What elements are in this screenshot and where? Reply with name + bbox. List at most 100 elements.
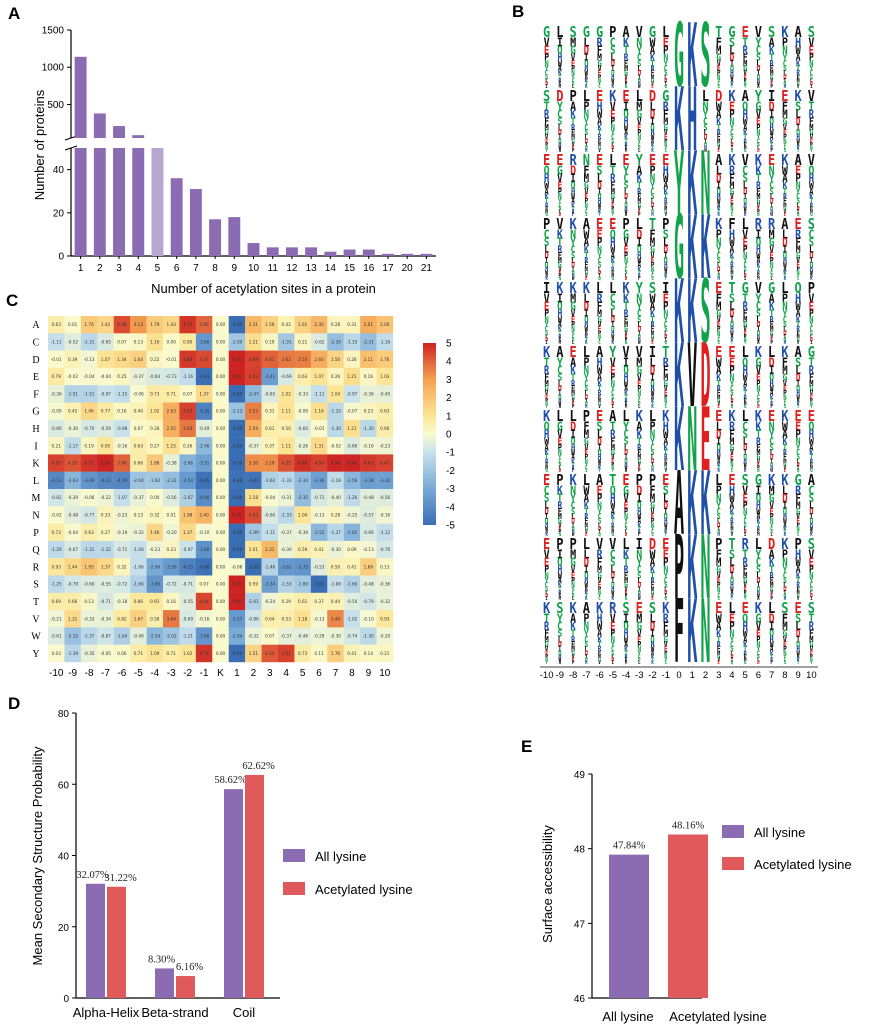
logo-letter: P (770, 255, 774, 265)
heatmap-cell-value: 2.00 (380, 322, 390, 327)
heatmap-cell-value: -0.33 (297, 391, 308, 396)
logo-letter: P (730, 458, 734, 466)
logo-letter: V (783, 379, 787, 389)
d-xtick-label: Beta-strand (141, 1005, 208, 1020)
logo-letter: G (651, 334, 655, 341)
logo-letter: Y (545, 403, 548, 410)
logo-letter: R (557, 245, 562, 256)
logo-letter: M (756, 191, 760, 201)
logo-letter: L (585, 133, 589, 142)
logo-letter: L (783, 325, 787, 334)
logo-letter: S (770, 443, 774, 453)
logo-letter: H (664, 261, 668, 270)
logo-letter: H (625, 462, 629, 469)
logo-letter: S (651, 531, 654, 538)
logo-letter: M (664, 206, 668, 213)
logo-letter: W (663, 428, 669, 441)
heatmap-cell-value: -1.15 (117, 391, 128, 396)
logo-letter: S (730, 389, 734, 398)
logo-letter: D (585, 138, 589, 146)
logo-letter: Y (597, 507, 601, 517)
logo-letter: H (663, 162, 669, 178)
logo-letter: N (625, 339, 628, 346)
logo-letter: I (585, 142, 588, 149)
logo-letter: P (770, 339, 773, 346)
logo-letter: D (664, 334, 668, 341)
logo-letter: K (622, 280, 630, 298)
logo-letter: V (730, 191, 734, 201)
logo-letter: L (663, 236, 668, 249)
logo-letter: S (768, 24, 775, 42)
logo-letter: I (755, 226, 761, 242)
logo-letter: E (545, 394, 549, 402)
heatmap-cell-value: -0.30 (330, 547, 341, 552)
a-xtick-label: 16 (363, 263, 375, 274)
logo-letter: N (637, 389, 641, 398)
logo-letter: D (809, 251, 813, 261)
logo-letter: S (637, 315, 641, 325)
heatmap-cell-value: 5.00 (232, 599, 242, 604)
logo-letter: L (609, 280, 616, 298)
logo-letter: Y (664, 401, 668, 408)
heatmap-cell-value: -3.36 (314, 478, 325, 483)
logo-letter: F (770, 319, 774, 329)
logo-letter: K (783, 270, 787, 277)
logo-letter: E (756, 117, 761, 128)
heatmap-cell-value: -0.23 (379, 443, 390, 448)
logo-letter: S (784, 403, 787, 410)
e-ytick-label: 46 (574, 994, 586, 1005)
logo-letter: T (650, 59, 654, 69)
logo-letter: K (557, 226, 563, 242)
logo-letter: H (770, 465, 773, 472)
logo-core-letter: K (687, 4, 697, 107)
d-data-label: 8.30% (148, 954, 175, 965)
logo-letter: F (756, 187, 760, 197)
logo-letter: S (572, 81, 575, 88)
logo-letter: C (742, 162, 748, 178)
logo-letter: D (571, 261, 575, 270)
logo-letter: P (809, 53, 814, 64)
logo-letter: Q (795, 280, 802, 298)
logo-letter: P (770, 83, 773, 90)
logo-letter: L (662, 24, 669, 42)
logo-letter: H (809, 172, 814, 185)
logo-letter: H (557, 53, 562, 64)
heatmap-cell-value: 4.37 (199, 357, 209, 362)
logo-letter: S (810, 74, 814, 82)
logo-letter: P (543, 216, 550, 234)
logo-letter: I (638, 74, 642, 82)
logo-letter: A (730, 78, 734, 85)
logo-letter: M (796, 245, 801, 256)
heatmap-cell-value: -0.13 (314, 616, 325, 621)
logo-letter: C (637, 53, 642, 64)
logo-letter: L (598, 522, 602, 530)
logo-letter: C (703, 117, 708, 128)
logo-letter: P (637, 383, 641, 393)
a-bar (247, 243, 260, 256)
logo-letter: E (770, 81, 773, 88)
logo-letter: Q (757, 74, 761, 82)
logo-letter: H (572, 273, 575, 280)
panel-letter-c: C (6, 291, 18, 310)
logo-letter: S (572, 337, 575, 344)
logo-letter: P (662, 216, 669, 234)
logo-letter: H (744, 458, 748, 466)
heatmap-cell-value: -0.65 (100, 339, 111, 344)
logo-letter: W (571, 191, 575, 201)
logo-letter: G (584, 181, 589, 192)
logo-letter: H (597, 354, 603, 370)
logo-letter: C (783, 59, 787, 69)
logo-letter: R (770, 401, 774, 408)
logo-letter: N (585, 202, 589, 210)
heatmap-cell-value: 0.63 (380, 409, 390, 414)
logo-letter: C (769, 181, 774, 192)
logo-letter: Y (731, 209, 735, 216)
heatmap-cell-value: -0.02 (67, 374, 78, 379)
logo-letter: V (624, 330, 628, 338)
heatmap-cell-value: 1.02 (282, 391, 292, 396)
logo-letter: S (625, 270, 629, 277)
logo-letter: Q (810, 261, 814, 270)
logo-motif: KTRFMGVEPNYAYCSLDIQHWAEAKTRFMGVEPLPNYCSL… (543, 324, 815, 427)
heatmap-cell-value: -3.69 (84, 478, 95, 483)
logo-letter: D (757, 147, 760, 154)
